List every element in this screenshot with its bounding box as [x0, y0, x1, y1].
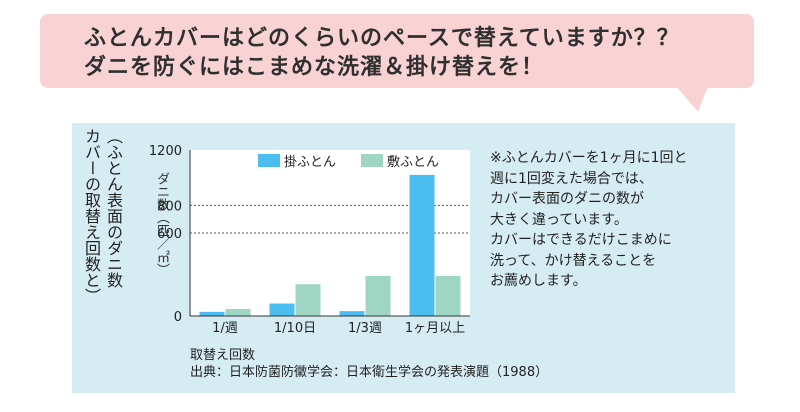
bar-shiki-1 — [295, 284, 321, 316]
bar-kake-3 — [409, 174, 435, 316]
note-line: ※ふとんカバーを1ヶ月に1回と — [490, 150, 688, 166]
y-axis-caption-line-2: カバーの取替え回数と） — [82, 128, 101, 304]
headline-line-1: ふとんカバーはどのくらいのペースで替えていますか？？ — [84, 26, 680, 51]
y-axis-caption: （ふとん表面のダニ数 カバーの取替え回数と） — [80, 128, 124, 356]
y-axis-caption-line-1: （ふとん表面のダニ数 — [104, 128, 123, 288]
x-axis-title: 取替え回数 — [190, 348, 256, 363]
explanatory-note: ※ふとんカバーを1ヶ月に1回と 週に1回変えた場合では、 カバー表面のダニの数が… — [490, 148, 688, 292]
bar-shiki-3 — [435, 275, 461, 316]
y-tick-label: 1200 — [149, 144, 182, 159]
source-citation: 出典：日本防菌防黴学会：日本衛生学会の発表演題（1988） — [190, 365, 549, 380]
note-line: カバーはできるだけこまめに — [490, 232, 672, 248]
y-axis-unit-label: ダニ数（匹／㎡） — [154, 172, 169, 276]
legend-label: 掛ふとん — [284, 155, 336, 170]
note-line: 大きく違っています。 — [490, 211, 628, 228]
x-tick-label: 1/3週 — [348, 321, 382, 336]
note-line: お薦めします。 — [490, 273, 587, 289]
y-tick-label: 600 — [157, 227, 182, 242]
legend-swatch — [361, 154, 383, 167]
y-tick-label: 800 — [157, 199, 182, 214]
x-tick-label: 1/週 — [212, 321, 238, 336]
x-tick-label: 1/10日 — [274, 321, 316, 336]
headline: ふとんカバーはどのくらいのペースで替えていますか？？ ダニを防ぐにはこまめな洗濯… — [84, 24, 680, 82]
y-tick-label: 0 — [174, 310, 182, 325]
bar-kake-1 — [269, 303, 295, 316]
bar-kake-2 — [339, 311, 365, 316]
bar-shiki-2 — [365, 275, 391, 316]
legend-swatch — [258, 154, 280, 167]
x-tick-label: 1ヶ月以上 — [405, 321, 465, 336]
note-line: 洗って、かけ替えることを — [490, 252, 657, 269]
bar-kake-0 — [199, 311, 225, 316]
speech-bubble — [40, 14, 754, 88]
headline-line-2: ダニを防ぐにはこまめな洗濯＆掛け替えを！ — [84, 55, 545, 80]
note-line: 週に1回変えた場合では、 — [490, 170, 653, 187]
bar-shiki-0 — [225, 309, 251, 316]
note-line: カバー表面のダニの数が — [490, 191, 644, 207]
legend-label: 敷ふとん — [387, 155, 439, 170]
speech-bubble-tail — [676, 86, 708, 112]
